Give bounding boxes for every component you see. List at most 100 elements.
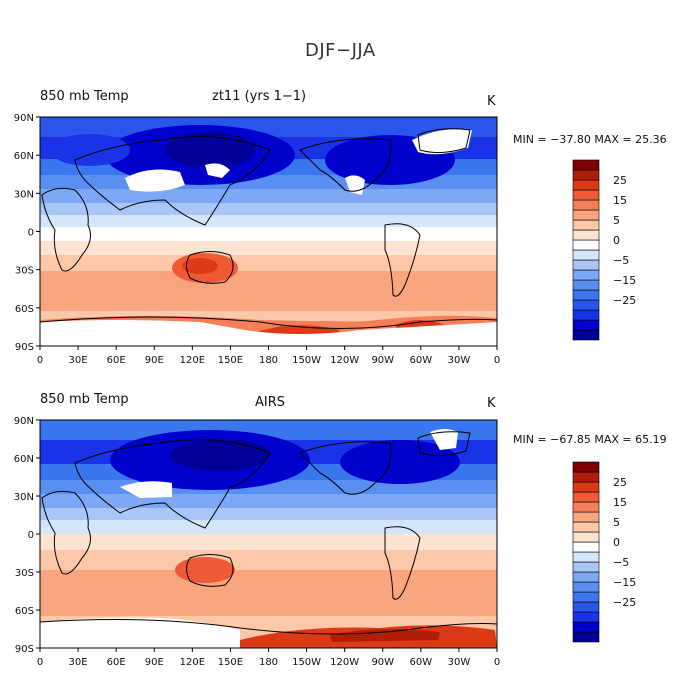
panel2-colorbar-swatch <box>572 481 600 493</box>
panel2-colorbar-label: 5 <box>613 516 620 529</box>
panel2-coastlines <box>40 431 497 635</box>
panel1-colorbar-label: 25 <box>613 174 627 187</box>
panel1-colorbar-swatch <box>572 269 600 281</box>
panel2-colorbar-label: 0 <box>613 536 620 549</box>
panel1-lat-label: 30N <box>14 189 34 200</box>
panel1-colorbar-swatch <box>572 299 600 311</box>
figure-title: DJF−JJA <box>305 40 376 61</box>
panel1-colorbar-swatch <box>572 289 600 301</box>
panel2-colorbar-swatch <box>572 511 600 523</box>
panel2-colorbar-label: −15 <box>613 576 636 589</box>
panel2-colorbar-swatch <box>572 611 600 623</box>
panel2-lon-label: 150W <box>292 657 321 668</box>
panel2-lon-label: 60W <box>410 657 433 668</box>
panel1-colorbar-label: −25 <box>613 294 636 307</box>
panel1-colorbar-swatch <box>572 189 600 201</box>
panel2-lat-label: 60S <box>15 606 34 617</box>
panel1-colorbar-swatch <box>572 259 600 271</box>
panel1-lon-label: 120W <box>330 355 359 366</box>
panel2-colorbar-swatch <box>572 551 600 563</box>
panel2-colorbar-swatch <box>572 591 600 603</box>
panel2-lat-label: 30N <box>14 492 34 503</box>
panel1-units: K <box>487 94 496 109</box>
panel1-map <box>40 117 497 346</box>
panel1-colorbar-label: 0 <box>613 234 620 247</box>
panel1-lat-label: 30S <box>15 266 34 277</box>
panel1-colorbar-label: 15 <box>613 194 627 207</box>
panel1-colorbar-swatch <box>572 249 600 261</box>
panel2-colorbar-swatch <box>572 601 600 613</box>
panel2-lat-label: 30S <box>15 568 34 579</box>
panel2-colorbar-swatch <box>572 531 600 543</box>
panel1-colorbar-swatch <box>572 309 600 321</box>
colorbars-layer: 25 15 5 0 −5 −15 −25 25 15 5 0 −5 −15 −25 <box>572 159 636 643</box>
panel2-colorbar-label: −25 <box>613 596 636 609</box>
panel2-lat-label: 90S <box>15 644 34 655</box>
panel1-colorbar-swatch <box>572 239 600 251</box>
panel1-lon-label: 30W <box>448 355 471 366</box>
panel2-colorbar-label: 25 <box>613 476 627 489</box>
panel1-lon-label: 60E <box>107 355 126 366</box>
panel2-lat-label: 60N <box>14 454 34 465</box>
panel2-min-max: MIN = −67.85 MAX = 65.19 <box>513 433 667 446</box>
panel1-colorbar-swatch <box>572 199 600 211</box>
panel2-colorbar-swatch <box>572 491 600 503</box>
panel1-lat-label: 90N <box>14 113 34 124</box>
panel1-lon-label: 30E <box>69 355 88 366</box>
panel2-colorbar-swatch <box>572 471 600 483</box>
panel1-lon-label: 90E <box>145 355 164 366</box>
panel1-lon-label: 150E <box>218 355 243 366</box>
panel2-lat-label: 0 <box>28 530 34 541</box>
panel2-lon-label: 30W <box>448 657 471 668</box>
panel1-colorbar-label: −5 <box>613 254 629 267</box>
panel2-colorbar-swatch <box>572 501 600 513</box>
panel2-colorbar-swatch <box>572 561 600 573</box>
panel1-colorbar-label: −15 <box>613 274 636 287</box>
panel1-colorbar-swatch <box>572 219 600 231</box>
panel1-left-title: 850 mb Temp <box>40 89 129 104</box>
panel2-colorbar-swatch <box>572 631 600 643</box>
panel1-lat-label: 60N <box>14 151 34 162</box>
panel2-colorbar-swatch <box>572 541 600 553</box>
panel1-lon-label: 0 <box>37 355 43 366</box>
panel2-left-title: 850 mb Temp <box>40 392 129 407</box>
panel2-lon-label: 30E <box>69 657 88 668</box>
panel1-colorbar-swatch <box>572 319 600 331</box>
panel1-lon-label: 120E <box>180 355 205 366</box>
panel1-lon-label: 180 <box>259 355 278 366</box>
panel2-colorbar-swatch <box>572 581 600 593</box>
panel1-colorbar-swatch <box>572 279 600 291</box>
panel1-colorbar-swatch <box>572 209 600 221</box>
panel2-colorbar-swatch <box>572 461 600 473</box>
panel2-lon-label: 60E <box>107 657 126 668</box>
panel1-lon-label: 90W <box>371 355 394 366</box>
panel2-lon-label: 120E <box>180 657 205 668</box>
panel2-map <box>40 420 497 648</box>
panel1-lat-label: 0 <box>28 228 34 239</box>
panel2-colorbar-swatch <box>572 571 600 583</box>
panel2-lon-label: 90E <box>145 657 164 668</box>
panel1-center-title: zt11 (yrs 1−1) <box>212 89 307 104</box>
panel1-lon-label: 150W <box>292 355 321 366</box>
panel1-colorbar-swatch <box>572 169 600 181</box>
panel2-colorbar-label: −5 <box>613 556 629 569</box>
panel1-min-max: MIN = −37.80 MAX = 25.36 <box>513 133 667 146</box>
panel2-colorbar-swatch <box>572 521 600 533</box>
panel2-lon-label: 90W <box>371 657 394 668</box>
panel1-lon-label: 60W <box>410 355 433 366</box>
panel1-lon-label: 0 <box>494 355 500 366</box>
panel2-colorbar-swatch <box>572 621 600 633</box>
panel1-colorbar-swatch <box>572 329 600 341</box>
panel1-colorbar-label: 5 <box>613 214 620 227</box>
panel1-colorbar-swatch <box>572 229 600 241</box>
panel2-colorbar-label: 15 <box>613 496 627 509</box>
panel2-units: K <box>487 396 496 411</box>
panel2-lon-label: 0 <box>494 657 500 668</box>
panel2-lat-label: 90N <box>14 416 34 427</box>
panel2-lon-label: 0 <box>37 657 43 668</box>
panel1-lat-label: 60S <box>15 304 34 315</box>
panel2-center-title: AIRS <box>255 395 286 410</box>
panel1-coastlines <box>40 128 497 329</box>
